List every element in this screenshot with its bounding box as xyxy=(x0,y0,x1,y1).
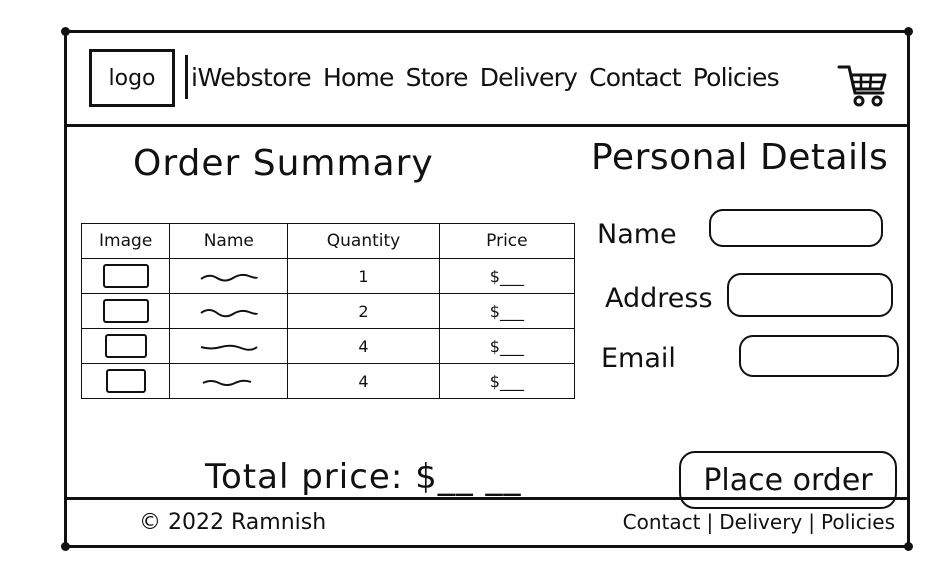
price-cell: $___ xyxy=(438,258,576,294)
name-placeholder-squiggle xyxy=(202,379,252,386)
site-footer: © 2022 Ramnish Contact | Delivery | Poli… xyxy=(67,497,907,545)
logo[interactable]: logo xyxy=(89,49,175,107)
quantity-cell: 4 xyxy=(287,363,440,399)
table-row: 4 $___ xyxy=(80,363,576,399)
name-label: Name xyxy=(597,219,677,250)
nav-delivery[interactable]: Delivery xyxy=(479,63,578,92)
order-summary-title: Order Summary xyxy=(133,143,434,184)
corner-dot xyxy=(904,27,913,36)
name-placeholder-squiggle xyxy=(200,344,258,351)
table-row: 4 $___ xyxy=(80,328,576,364)
quantity-cell: 1 xyxy=(287,258,440,294)
nav-store[interactable]: Store xyxy=(405,63,469,92)
footer-link-policies[interactable]: Policies xyxy=(821,510,895,534)
name-placeholder-squiggle xyxy=(200,309,258,318)
footer-separator: | xyxy=(706,510,714,534)
table-header-row: Image Name Quantity Price xyxy=(80,223,576,259)
price-cell: $___ xyxy=(438,328,576,364)
nav-home[interactable]: Home xyxy=(323,63,394,92)
nav-separator xyxy=(185,55,188,99)
shopping-cart-icon[interactable] xyxy=(837,61,889,109)
corner-dot xyxy=(61,27,70,36)
price-cell: $___ xyxy=(438,293,576,329)
quantity-cell: 2 xyxy=(287,293,440,329)
column-header-name: Name xyxy=(169,223,289,259)
personal-details-title: Personal Details xyxy=(591,137,889,178)
footer-links: Contact | Delivery | Policies xyxy=(623,510,895,534)
copyright-text: © 2022 Ramnish xyxy=(139,510,327,535)
email-field[interactable] xyxy=(739,335,899,377)
product-name-cell xyxy=(169,328,289,364)
product-name-cell xyxy=(169,293,289,329)
page-frame: logo iWebstore Home Store Delivery Conta… xyxy=(61,27,913,551)
corner-dot xyxy=(61,542,70,551)
table-row: 2 $___ xyxy=(80,293,576,329)
footer-link-delivery[interactable]: Delivery xyxy=(719,510,803,534)
product-image-cell xyxy=(80,258,171,294)
column-header-price: Price xyxy=(438,223,576,259)
site-header: logo iWebstore Home Store Delivery Conta… xyxy=(67,33,907,127)
quantity-cell: 4 xyxy=(287,328,440,364)
column-header-quantity: Quantity xyxy=(287,223,440,259)
corner-dot xyxy=(904,542,913,551)
nav-contact[interactable]: Contact xyxy=(589,63,681,92)
name-placeholder-squiggle xyxy=(200,273,258,282)
product-image-cell xyxy=(80,293,171,329)
product-image-placeholder xyxy=(102,299,149,323)
total-price: Total price: $__ __ xyxy=(205,457,522,497)
product-image-placeholder xyxy=(102,264,149,288)
main-content: Order Summary Personal Details Image Nam… xyxy=(67,127,907,509)
product-image-placeholder xyxy=(105,369,146,393)
product-image-cell xyxy=(80,363,171,399)
name-field[interactable] xyxy=(709,209,883,247)
footer-separator: | xyxy=(808,510,816,534)
product-image-cell xyxy=(80,328,171,364)
main-nav: Home Store Delivery Contact Policies xyxy=(323,63,780,92)
address-field[interactable] xyxy=(727,273,893,317)
table-row: 1 $___ xyxy=(80,258,576,294)
product-image-placeholder xyxy=(104,334,147,358)
brand-name: iWebstore xyxy=(191,63,312,92)
price-cell: $___ xyxy=(438,363,576,399)
nav-policies[interactable]: Policies xyxy=(692,63,780,92)
address-label: Address xyxy=(605,283,713,314)
email-label: Email xyxy=(601,343,676,374)
column-header-image: Image xyxy=(80,223,171,259)
order-table: Image Name Quantity Price 1 $___ 2 $ xyxy=(80,223,576,399)
product-name-cell xyxy=(169,363,289,399)
product-name-cell xyxy=(169,258,289,294)
footer-link-contact[interactable]: Contact xyxy=(622,510,701,534)
